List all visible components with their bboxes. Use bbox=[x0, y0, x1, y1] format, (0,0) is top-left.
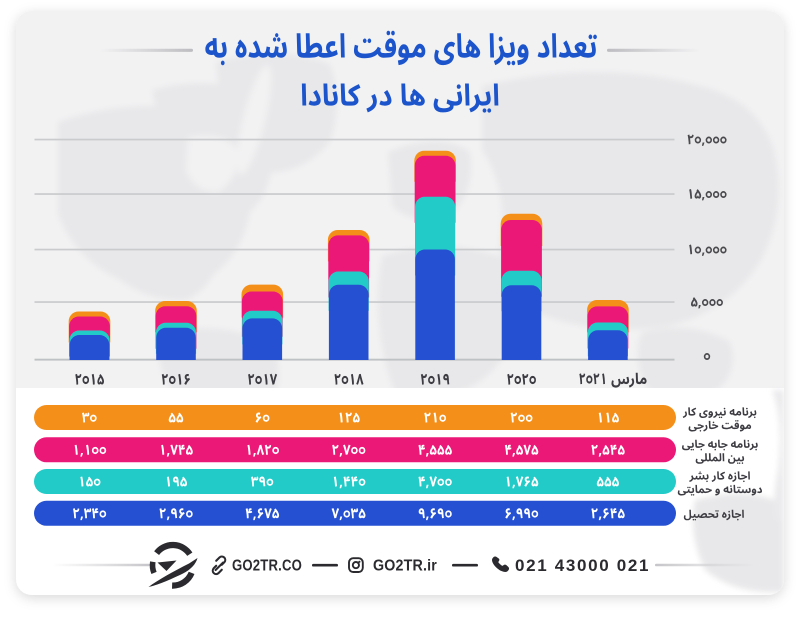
svg-text:021 43000 021: 021 43000 021 bbox=[515, 556, 649, 575]
svg-text:GO2TR.ir: GO2TR.ir bbox=[373, 558, 437, 575]
svg-text:GO2TR.CO: GO2TR.CO bbox=[232, 558, 302, 575]
